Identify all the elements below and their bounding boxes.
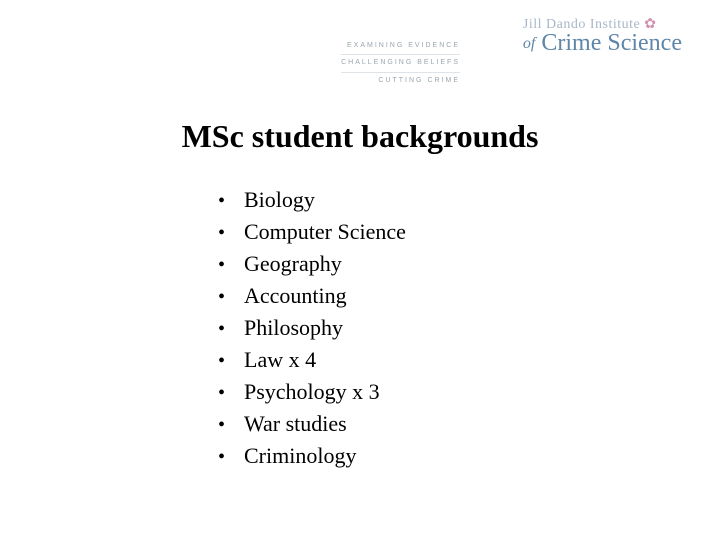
logo-tagline: CHALLENGING BELIEFS	[341, 55, 460, 72]
logo-brand-line: of Crime Science	[523, 31, 682, 56]
list-item: •War studies	[218, 408, 406, 440]
bullet-icon: •	[218, 347, 244, 376]
bullet-icon: •	[218, 443, 244, 472]
logo-brand-name: Crime Science	[541, 30, 682, 56]
backgrounds-list: •Biology •Computer Science •Geography •A…	[218, 184, 406, 472]
logo-taglines: EXAMINING EVIDENCE CHALLENGING BELIEFS C…	[341, 38, 460, 89]
slide: EXAMINING EVIDENCE CHALLENGING BELIEFS C…	[0, 0, 720, 540]
list-item: •Philosophy	[218, 312, 406, 344]
list-item: •Accounting	[218, 280, 406, 312]
list-item-label: Criminology	[244, 440, 356, 472]
list-item: •Geography	[218, 248, 406, 280]
bullet-icon: •	[218, 283, 244, 312]
list-item-label: Geography	[244, 248, 342, 280]
logo-tagline: CUTTING CRIME	[341, 73, 460, 89]
bullet-icon: •	[218, 219, 244, 248]
bullet-icon: •	[218, 315, 244, 344]
list-item-label: Psychology x 3	[244, 376, 380, 408]
list-item-label: Accounting	[244, 280, 347, 312]
logo-block: Jill Dando Institute ✿ of Crime Science	[523, 18, 682, 56]
bullet-icon: •	[218, 379, 244, 408]
logo-tagline: EXAMINING EVIDENCE	[341, 38, 460, 55]
list-item: •Psychology x 3	[218, 376, 406, 408]
bullet-icon: •	[218, 187, 244, 216]
list-item: •Law x 4	[218, 344, 406, 376]
list-item-label: Law x 4	[244, 344, 316, 376]
slide-title: MSc student backgrounds	[0, 118, 720, 155]
list-item-label: Biology	[244, 184, 315, 216]
list-item-label: Philosophy	[244, 312, 343, 344]
bullet-icon: •	[218, 411, 244, 440]
bullet-icon: •	[218, 251, 244, 280]
list-item-label: Computer Science	[244, 216, 406, 248]
content-list: •Biology •Computer Science •Geography •A…	[218, 184, 406, 472]
list-item: •Computer Science	[218, 216, 406, 248]
list-item: •Biology	[218, 184, 406, 216]
logo-of-word: of	[523, 35, 535, 52]
list-item: •Criminology	[218, 440, 406, 472]
list-item-label: War studies	[244, 408, 347, 440]
